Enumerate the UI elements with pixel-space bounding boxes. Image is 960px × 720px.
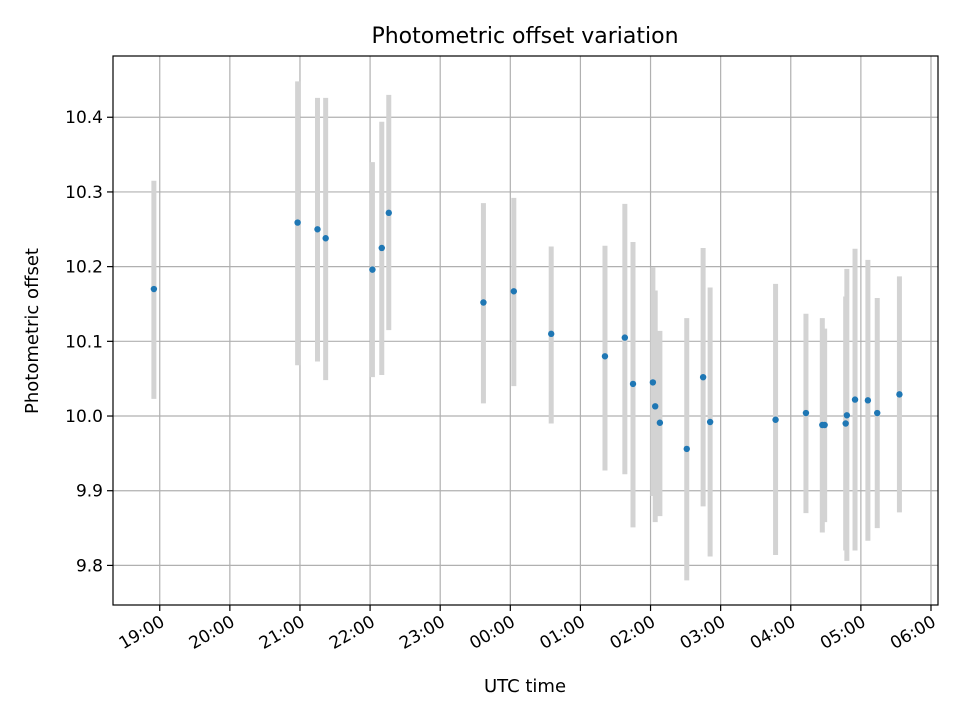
x-tick-label: 19:00 (116, 612, 168, 654)
data-point (874, 409, 881, 417)
grid (113, 56, 938, 605)
x-tick-label: 03:00 (677, 612, 729, 654)
x-tick-label: 00:00 (466, 612, 518, 654)
plot-area-frame (112, 55, 939, 606)
data-point (772, 416, 779, 423)
x-tick-label: 20:00 (186, 612, 238, 654)
data-point (629, 380, 637, 388)
data-point (480, 299, 487, 306)
y-tick-label: 10.0 (65, 407, 103, 427)
data-point (683, 445, 690, 453)
data-point (706, 418, 714, 426)
y-tick-label: 9.9 (76, 482, 103, 502)
y-tick-label: 10.1 (65, 332, 103, 352)
y-tick-label: 10.2 (65, 258, 103, 278)
data-point (652, 403, 659, 410)
x-tick-label: 02:00 (607, 612, 659, 654)
y-axis-ticks: 9.8 9.9 10.0 10.1 10.2 10.3 10.4 (65, 108, 113, 576)
data-point (510, 288, 518, 295)
data-point (548, 330, 555, 338)
x-tick-label: 22:00 (326, 612, 378, 654)
data-point (314, 226, 321, 233)
x-tick-label: 04:00 (747, 612, 799, 654)
data-point (656, 419, 664, 426)
data-point (378, 244, 385, 252)
data-points (150, 209, 903, 453)
x-tick-label: 06:00 (887, 612, 939, 654)
y-tick-label: 10.3 (65, 183, 103, 203)
data-point (601, 353, 609, 360)
chart-title: Photometric offset variation (371, 24, 678, 49)
data-point (699, 373, 707, 381)
data-point (150, 285, 158, 293)
x-tick-label: 23:00 (396, 612, 448, 654)
x-axis-ticks: 19:00 20:00 21:00 22:00 23:00 00:00 01:00 02:00… (116, 605, 939, 654)
x-tick-label: 01:00 (536, 612, 588, 654)
data-point (843, 412, 851, 419)
data-point (864, 397, 872, 404)
error-bars (151, 81, 902, 581)
data-point (294, 219, 301, 226)
x-tick-label: 21:00 (256, 612, 308, 654)
data-point (842, 420, 849, 427)
x-axis-label: UTC time (484, 676, 566, 697)
data-point (621, 334, 629, 341)
data-point (802, 409, 810, 417)
data-point (369, 266, 376, 273)
x-tick-label: 05:00 (817, 612, 869, 654)
data-point (821, 421, 828, 429)
data-point (896, 391, 903, 398)
data-point (851, 396, 859, 403)
data-point (649, 379, 657, 386)
y-tick-label: 9.8 (76, 556, 103, 576)
data-point (385, 209, 392, 217)
data-point (322, 235, 329, 242)
y-axis-label: Photometric offset (22, 248, 43, 414)
y-tick-label: 10.4 (65, 108, 103, 128)
